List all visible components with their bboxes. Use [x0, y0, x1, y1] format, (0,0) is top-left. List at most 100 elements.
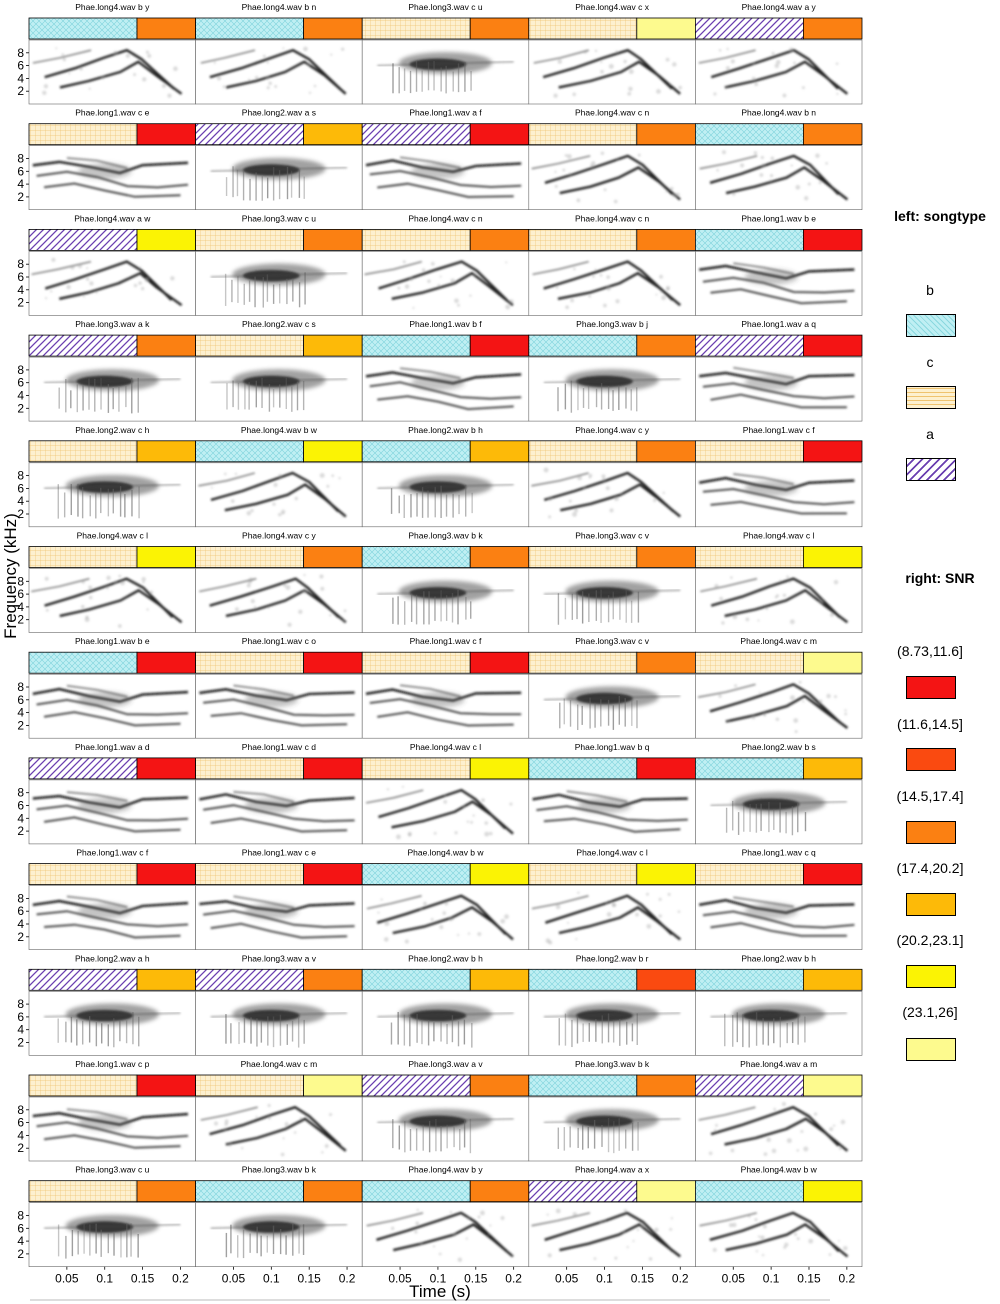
spectrogram-panel: Phae.long1.wav b e — [695, 213, 863, 316]
panel-title: Phae.long1.wav b f — [409, 319, 482, 329]
songtype-bar — [28, 17, 138, 40]
legend-songtype-c-label: c — [926, 354, 934, 370]
spectrogram-trace — [531, 891, 681, 945]
spectrogram-trace — [377, 1109, 514, 1154]
y-tick-label: 6 — [17, 799, 24, 813]
spectrogram-trace — [699, 150, 849, 201]
panel-title: Phae.long4.wav b w — [407, 848, 484, 858]
panel-title: Phae.long1.wav c p — [75, 1059, 149, 1069]
legend-snr-3-label: (14.5,17.4] — [896, 788, 964, 804]
panel-title: Phae.long4.wav c n — [408, 213, 482, 223]
spectrogram-trace — [531, 467, 681, 519]
panel-title: Phae.long4.wav c y — [242, 531, 316, 541]
legend-songtype-a-label: a — [926, 426, 934, 442]
panel-title: Phae.long4.wav a x — [575, 1165, 650, 1175]
spectrogram-trace — [710, 1003, 847, 1048]
panel-title: Phae.long2.wav a h — [75, 953, 150, 963]
snr-bar — [803, 440, 863, 463]
snr-bar — [636, 546, 696, 568]
panel-title: Phae.long2.wav c h — [75, 425, 149, 435]
songtype-bar — [361, 757, 471, 780]
x-tick-label: 0.15 — [298, 1272, 322, 1286]
spectrogram-body — [195, 462, 363, 528]
songtype-bar — [28, 334, 138, 357]
panel-title: Phae.long3.wav c v — [575, 531, 649, 541]
spectrogram-trace — [543, 1003, 681, 1048]
y-tick-label: 2 — [17, 613, 24, 627]
legend-snr-5-swatch — [906, 965, 956, 988]
songtype-bar — [28, 1180, 138, 1203]
panel-title: Phae.long1.wav c e — [242, 848, 316, 858]
spectrogram-panel: Phae.long4.wav b y — [361, 1165, 530, 1267]
x-tick-label: 0.05 — [722, 1272, 746, 1286]
panel-title: Phae.long3.wav a v — [242, 953, 317, 963]
songtype-bar — [28, 651, 138, 674]
songtype-bar — [195, 334, 305, 357]
songtype-bar — [528, 228, 638, 251]
panel-title: Phae.long4.wav a w — [74, 213, 151, 223]
spectrogram-panel: Phae.long4.wav a y — [695, 2, 863, 105]
snr-bar — [136, 546, 196, 568]
y-tick-label: 8 — [17, 1209, 24, 1223]
panel-title: Phae.long2.wav b h — [408, 425, 483, 435]
spectrogram-trace — [32, 684, 189, 727]
spectrogram-panel: Phae.long4.wav c y — [195, 531, 363, 633]
songtype-bar — [361, 546, 471, 568]
songtype-bar — [528, 334, 638, 357]
spectrogram-trace — [543, 369, 681, 413]
x-tick-label: 0.2 — [672, 1272, 689, 1286]
spectrogram-trace — [44, 369, 181, 414]
spectrogram-panel: Phae.long4.wav b w — [195, 425, 363, 528]
spectrogram-trace — [699, 262, 855, 305]
panel-title: Phae.long1.wav c f — [76, 848, 148, 858]
spectrogram-panel: Phae.long3.wav b k — [361, 531, 530, 633]
snr-bar — [469, 651, 530, 674]
snr-bar — [636, 17, 696, 40]
songtype-bar — [195, 440, 305, 463]
songtype-bar — [528, 968, 638, 991]
spectrogram-trace — [697, 680, 849, 734]
songtype-bar — [695, 546, 804, 568]
snr-bar — [136, 17, 196, 40]
spectrogram-trace — [365, 785, 514, 840]
songtype-bar — [195, 968, 305, 991]
panel-title: Phae.long3.wav c u — [408, 2, 482, 12]
songtype-bar — [528, 17, 638, 40]
legend-snr-1-label: (8.73,11.6] — [897, 643, 963, 659]
spectrogram-body — [28, 39, 196, 105]
spectrogram-panel: Phae.long3.wav b k — [195, 1165, 363, 1267]
spectrogram-trace — [200, 46, 347, 95]
y-tick-label: 4 — [17, 177, 24, 191]
spectrogram-trace — [698, 896, 855, 937]
snr-bar — [803, 17, 863, 40]
panel-title: Phae.long1.wav c q — [742, 848, 816, 858]
spectrogram-body — [361, 1202, 530, 1267]
snr-bar — [636, 440, 696, 463]
spectrogram-panel: Phae.long2.wav c s — [195, 319, 363, 422]
snr-bar — [469, 440, 530, 463]
y-tick-label: 4 — [17, 600, 24, 614]
spectrogram-panel: Phae.long2.wav b h — [361, 953, 530, 1056]
panel-title: Phae.long3.wav b k — [242, 1165, 317, 1175]
spectrogram-trace — [31, 574, 183, 628]
legend: left: songtype b c a right: SNR (8.73,11… — [880, 0, 1000, 1304]
x-tick-label: 0.05 — [555, 1272, 579, 1286]
legend-songtype-c-swatch — [906, 386, 956, 409]
spectrogram-panel: Phae.long3.wav b j — [528, 319, 696, 422]
spectrogram-trace — [32, 47, 183, 98]
legend-snr-1-swatch — [906, 676, 956, 699]
y-tick-label: 6 — [17, 376, 24, 390]
spectrogram-body — [361, 568, 530, 633]
x-tick-label: 0.1 — [96, 1272, 113, 1286]
panel-title: Phae.long3.wav b j — [576, 319, 648, 329]
spectrogram-trace — [377, 1003, 514, 1048]
songtype-bar — [528, 123, 638, 146]
y-tick-label: 4 — [17, 706, 24, 720]
x-tick-label: 0.15 — [131, 1272, 155, 1286]
snr-bar — [303, 17, 363, 40]
spectrogram-panel: Phae.long4.wav c l — [361, 742, 530, 845]
